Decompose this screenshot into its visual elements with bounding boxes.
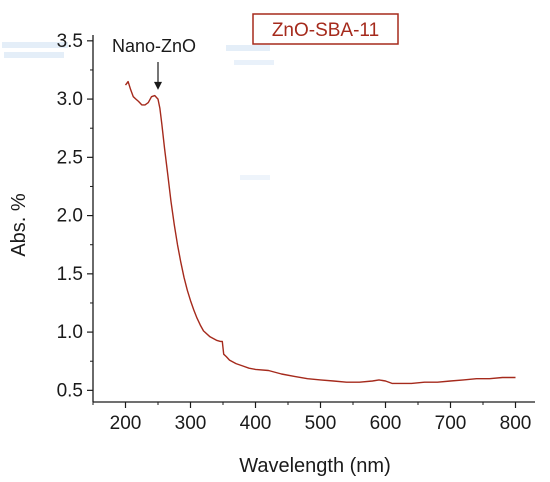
artifact-bar	[226, 45, 270, 51]
x-tick-label: 800	[500, 413, 532, 434]
x-tick-label: 500	[305, 413, 337, 434]
x-ticks: 200 300 400 500 600 700 800	[92, 402, 532, 434]
annotation-label: Nano-ZnO	[112, 36, 196, 56]
x-tick-label: 600	[370, 413, 402, 434]
y-tick-label: 0.5	[57, 380, 83, 401]
y-tick-label: 1.0	[57, 322, 83, 343]
y-tick-label: 2.5	[57, 147, 83, 168]
y-ticks: 0.5 1.0 1.5 2.0 2.5 3.0 3.5	[57, 31, 93, 401]
artifact-bar	[240, 175, 270, 180]
x-tick-label: 700	[435, 413, 467, 434]
series-line	[124, 80, 516, 385]
background-artifacts	[2, 42, 274, 180]
legend-box: ZnO-SBA-11	[252, 13, 399, 45]
x-axis-title: Wavelength (nm)	[239, 455, 391, 477]
annotation-arrow-head	[154, 81, 162, 90]
y-tick-label: 3.5	[57, 31, 83, 52]
legend-box-border	[252, 13, 399, 45]
y-axis-title: Abs. %	[8, 193, 30, 257]
series-layer	[124, 80, 516, 385]
axes	[92, 35, 535, 403]
annotation-layer: Nano-ZnO	[112, 36, 196, 90]
x-tick-label: 200	[110, 413, 142, 434]
legend-box-label: ZnO-SBA-11	[272, 20, 379, 41]
artifact-bar	[4, 52, 64, 58]
y-tick-label: 3.0	[57, 89, 83, 110]
x-tick-label: 300	[175, 413, 207, 434]
x-tick-label: 400	[240, 413, 272, 434]
y-tick-label: 1.5	[57, 264, 83, 285]
artifact-bar	[2, 42, 68, 48]
artifact-bar	[234, 60, 274, 65]
y-tick-label: 2.0	[57, 206, 83, 227]
